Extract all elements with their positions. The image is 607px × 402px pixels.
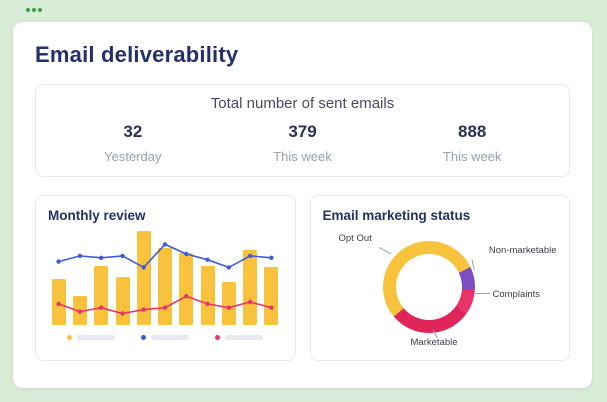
- label-connector-line: [378, 247, 392, 255]
- legend-item-bars: [67, 335, 116, 340]
- chart-line: [58, 295, 272, 315]
- line-series-overlay: [56, 242, 274, 316]
- label-connector-line: [475, 293, 490, 294]
- stat-label: This week: [273, 149, 332, 164]
- bar: [179, 253, 194, 325]
- chart-legend: [48, 335, 283, 340]
- chart-line: [58, 243, 272, 269]
- bar: [200, 265, 215, 325]
- legend-item-blue-line: [141, 335, 190, 340]
- legend-placeholder-pill: [77, 335, 116, 340]
- stat-value: 32: [123, 122, 143, 141]
- monthly-review-chart: [48, 229, 282, 325]
- yellow-legend-dot-icon: [67, 335, 73, 340]
- pink-legend-dot-icon: [215, 335, 221, 340]
- page-title: Email deliverability: [35, 42, 239, 67]
- bar: [221, 281, 236, 325]
- stat-this-week-1: 379 This week: [218, 122, 388, 164]
- email-deliverability-card: Email deliverability Total number of sen…: [13, 22, 592, 388]
- window-menu-dots-icon[interactable]: [26, 8, 42, 12]
- blue-legend-dot-icon: [141, 335, 147, 340]
- segment-label-non-marketable: Non-marketable: [488, 245, 557, 256]
- marketing-status-donut: [382, 241, 475, 333]
- monthly-review-panel: Monthly review: [35, 195, 296, 361]
- green-dot-icon: [38, 8, 42, 12]
- segment-label-marketable: Marketable: [410, 337, 458, 348]
- stats-row: 32 Yesterday 379 This week 888 This week: [48, 122, 557, 164]
- legend-item-pink-line: [215, 335, 264, 340]
- legend-placeholder-pill: [225, 335, 264, 340]
- stat-label: This week: [442, 149, 502, 164]
- legend-placeholder-pill: [151, 335, 190, 340]
- stat-value: 888: [457, 122, 487, 141]
- marketing-status-panel: Email marketing status Opt Out Non-marke…: [309, 195, 570, 361]
- bar: [264, 267, 279, 325]
- donut-hole: [395, 254, 462, 320]
- segment-label-complaints: Complaints: [492, 289, 541, 300]
- sent-emails-summary: Total number of sent emails 32 Yesterday…: [35, 84, 570, 177]
- bar: [94, 265, 109, 325]
- marketing-status-title: Email marketing status: [322, 208, 471, 223]
- marketing-status-chart: Opt Out Non-marketable Complaints Market…: [323, 229, 557, 350]
- segment-label-opt-out: Opt Out: [338, 233, 372, 244]
- bar: [136, 230, 151, 325]
- green-dot-icon: [26, 8, 30, 12]
- stat-this-week-2: 888 This week: [387, 122, 557, 164]
- monthly-review-title: Monthly review: [48, 208, 146, 223]
- stat-yesterday: 32 Yesterday: [48, 122, 218, 164]
- bar: [243, 250, 258, 325]
- summary-title: Total number of sent emails: [210, 95, 395, 112]
- stat-value: 379: [288, 122, 317, 141]
- panels-row: Monthly review Email marketing status: [35, 195, 570, 361]
- stat-label: Yesterday: [104, 149, 162, 164]
- green-dot-icon: [32, 8, 36, 12]
